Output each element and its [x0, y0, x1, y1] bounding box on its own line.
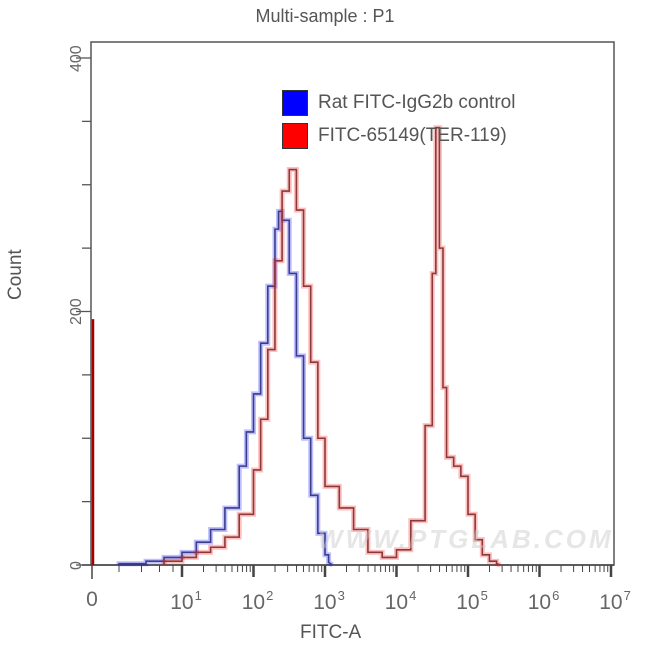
watermark: WWW.PTGLAB.COM	[318, 524, 614, 554]
y-axis-label: Count	[5, 249, 26, 300]
x-tick-label: 107	[599, 588, 631, 614]
legend-swatch-red	[282, 122, 308, 149]
legend-item-control: Rat FITC-IgG2b control	[282, 86, 515, 119]
ter119-histogram-line	[163, 126, 501, 566]
x-axis-ticks	[82, 564, 614, 579]
x-axis-label: FITC-A	[300, 622, 362, 643]
histogram-series	[91, 125, 502, 568]
legend-label: Rat FITC-IgG2b control	[318, 91, 516, 113]
x-tick-label: 103	[313, 588, 345, 614]
legend-item-ter119: FITC-65149(TER-119)	[282, 119, 515, 152]
legend-label: FITC-65149(TER-119)	[318, 124, 507, 146]
legend-swatch-blue	[282, 89, 308, 116]
x-tick-label: 102	[241, 588, 274, 614]
x-tick-label: 106	[527, 588, 560, 614]
y-tick-label: 200	[68, 298, 85, 325]
y-tick-label: 0	[68, 560, 85, 570]
control-histogram-line	[118, 210, 334, 566]
x-tick-label: 101	[170, 588, 202, 614]
x-tick-label: 105	[456, 588, 488, 614]
plot-frame	[90, 41, 615, 566]
x-tick-label: 104	[384, 588, 417, 614]
y-tick-label: 400	[68, 44, 85, 72]
legend: Rat FITC-IgG2b control FITC-65149(TER-11…	[282, 86, 515, 152]
chart-title: Multi-sample : P1	[255, 6, 395, 26]
x-tick-label: 0	[86, 588, 98, 611]
